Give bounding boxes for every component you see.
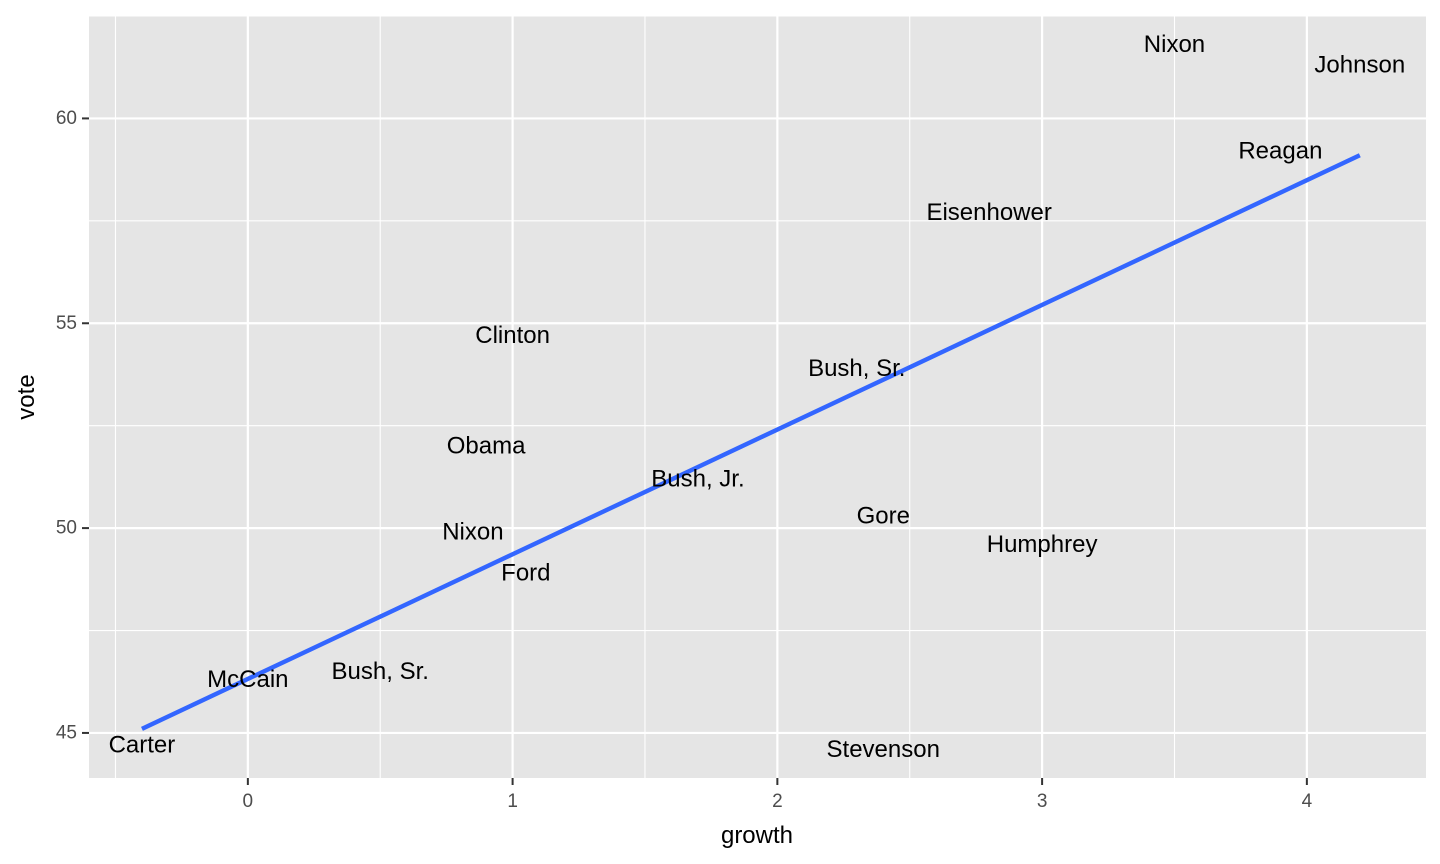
point-label: Nixon	[442, 519, 503, 546]
x-tick-label: 4	[1302, 791, 1313, 812]
point-label: McCain	[207, 666, 288, 693]
point-label: Humphrey	[987, 531, 1098, 558]
point-label: Bush, Jr.	[651, 465, 744, 492]
x-axis: 0 1 2 3 4	[243, 778, 1313, 812]
y-tick-label: 50	[56, 518, 77, 539]
point-label: Gore	[857, 502, 910, 529]
y-tick-label: 55	[56, 313, 77, 334]
point-label: Bush, Sr.	[808, 355, 905, 382]
y-axis: 45 50 55 60	[56, 108, 89, 743]
point-label: Eisenhower	[926, 199, 1051, 226]
y-axis-title: vote	[13, 374, 40, 419]
point-label: Carter	[109, 732, 176, 759]
point-label: Stevenson	[827, 736, 940, 763]
point-labels: Nixon Johnson Reagan Eisenhower Clinton Bush,…	[109, 31, 1406, 763]
point-label: Reagan	[1238, 138, 1322, 165]
y-tick-label: 60	[56, 108, 77, 129]
point-label: Johnson	[1314, 52, 1405, 79]
x-tick-label: 2	[772, 791, 783, 812]
minor-gridlines	[89, 15, 1426, 778]
x-tick-label: 1	[507, 791, 518, 812]
point-label: Bush, Sr.	[332, 658, 429, 685]
regression-line	[141, 153, 1361, 731]
y-tick-label: 45	[56, 722, 77, 743]
point-label: Obama	[447, 433, 526, 460]
x-axis-title: growth	[721, 822, 793, 849]
x-tick-label: 0	[243, 791, 254, 812]
x-tick-label: 3	[1037, 791, 1048, 812]
regression-line-group	[141, 153, 1361, 731]
point-label: Nixon	[1144, 31, 1205, 58]
point-label: Clinton	[475, 322, 550, 349]
major-gridlines	[89, 16, 1426, 778]
point-label: Ford	[501, 560, 550, 587]
panel-background	[89, 16, 1426, 778]
